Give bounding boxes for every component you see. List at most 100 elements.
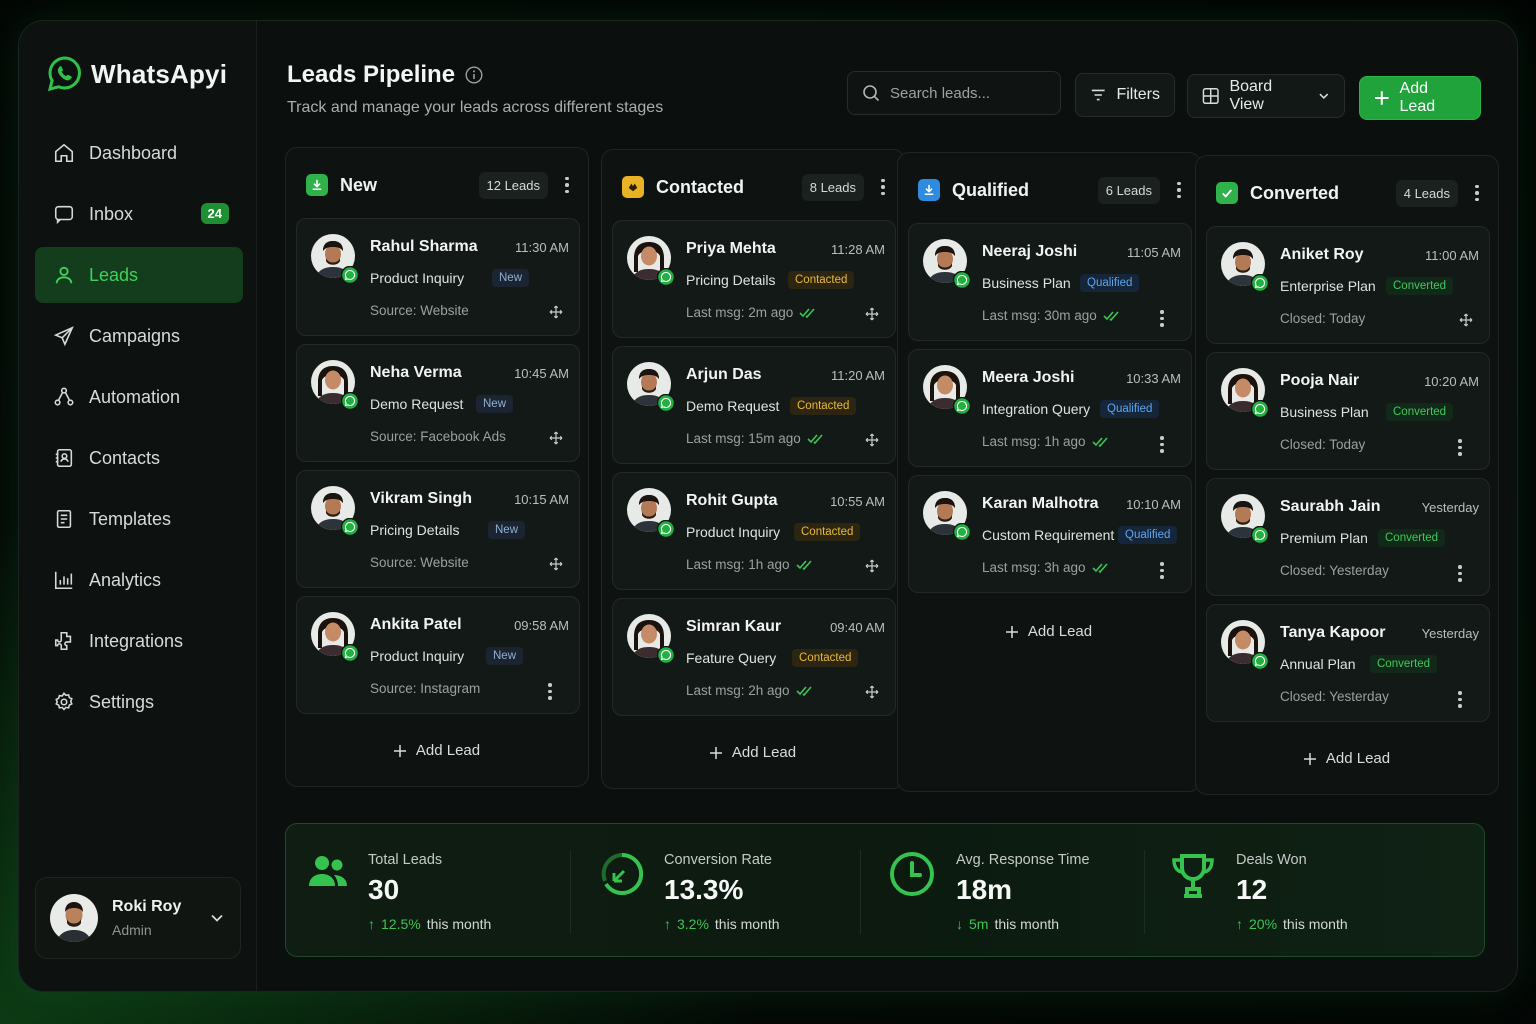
search-input[interactable]: [890, 84, 1040, 102]
user-profile-card[interactable]: Roki Roy Admin: [35, 877, 241, 959]
kebab-menu-icon[interactable]: [876, 178, 890, 196]
whatsapp-icon: [1251, 526, 1269, 544]
card-menu-icon[interactable]: [1453, 691, 1467, 708]
search-box[interactable]: [847, 71, 1061, 115]
whatsapp-icon: [341, 392, 359, 410]
stat-delta-suffix: this month: [1283, 916, 1348, 932]
filters-button[interactable]: Filters: [1075, 73, 1175, 117]
stat-delta: ↑ 12.5% this month: [368, 916, 491, 932]
kebab-menu-icon[interactable]: [560, 176, 574, 194]
lead-card[interactable]: Neha Verma 10:45 AM Demo Request New Sou…: [296, 344, 580, 462]
arrow-up-icon: ↑: [368, 916, 375, 932]
sidebar-item-integrations[interactable]: Integrations: [35, 613, 243, 669]
sidebar-item-contacts[interactable]: Contacts: [35, 430, 243, 486]
lead-footer: Last msg: 15m ago: [686, 431, 825, 446]
lead-footer-text: Last msg: 2h ago: [686, 683, 790, 698]
add-lead-link-label: Add Lead: [415, 742, 481, 759]
stat-delta-suffix: this month: [714, 916, 780, 932]
status-badge: Qualified: [1080, 274, 1140, 292]
whatsapp-icon: [1251, 274, 1269, 292]
stat-delta-suffix: this month: [426, 916, 492, 932]
logo[interactable]: WhatsApyi: [47, 55, 227, 93]
lead-card[interactable]: Priya Mehta 11:28 AM Pricing Details Con…: [612, 220, 896, 338]
lead-card[interactable]: Aniket Roy 11:00 AM Enterprise Plan Conv…: [1206, 226, 1490, 344]
lead-card[interactable]: Ankita Patel 09:58 AM Product Inquiry Ne…: [296, 596, 580, 714]
card-menu-icon[interactable]: [1155, 436, 1169, 453]
stat-label: Avg. Response Time: [956, 852, 1090, 868]
column-stage-icon: [1216, 182, 1238, 204]
chevron-down-icon[interactable]: [210, 911, 224, 925]
lead-card[interactable]: Karan Malhotra 10:10 AM Custom Requireme…: [908, 475, 1192, 593]
sidebar-item-templates[interactable]: Templates: [35, 491, 243, 547]
lead-card[interactable]: Simran Kaur 09:40 AM Feature Query Conta…: [612, 598, 896, 716]
card-menu-icon[interactable]: [1155, 310, 1169, 327]
drag-handle-icon[interactable]: [549, 305, 563, 319]
sidebar-item-settings[interactable]: Settings: [35, 674, 243, 730]
lead-footer: Source: Website: [370, 555, 469, 570]
lead-card[interactable]: Rohit Gupta 10:55 AM Product Inquiry Con…: [612, 472, 896, 590]
sidebar-item-label: Integrations: [89, 630, 184, 651]
sidebar-item-automation[interactable]: Automation: [35, 369, 243, 425]
add-lead-link[interactable]: Add Lead: [1196, 750, 1498, 767]
main-content: Leads Pipeline Track and manage your lea…: [257, 21, 1517, 991]
add-lead-link[interactable]: Add Lead: [286, 742, 588, 759]
drag-handle-icon[interactable]: [549, 557, 563, 571]
lead-card[interactable]: Pooja Nair 10:20 AM Business Plan Conver…: [1206, 352, 1490, 470]
lead-time: 10:15 AM: [514, 492, 569, 507]
lead-card[interactable]: Meera Joshi 10:33 AM Integration Query Q…: [908, 349, 1192, 467]
stat-value: 13.3%: [664, 874, 744, 905]
kebab-menu-icon[interactable]: [1172, 181, 1186, 199]
lead-card[interactable]: Rahul Sharma 11:30 AM Product Inquiry Ne…: [296, 218, 580, 336]
plus-icon: [1374, 91, 1389, 105]
stat-value: 30: [368, 874, 400, 905]
whatsapp-icon: [657, 646, 675, 664]
sidebar-item-dashboard[interactable]: Dashboard: [35, 125, 243, 181]
stat-delta-value: 12.5%: [381, 916, 421, 932]
add-lead-link[interactable]: Add Lead: [898, 623, 1200, 640]
lead-topic: Feature Query: [686, 650, 777, 666]
lead-card[interactable]: Saurabh Jain Yesterday Premium Plan Conv…: [1206, 478, 1490, 596]
column-title: Converted: [1250, 182, 1340, 203]
lead-name: Rohit Gupta: [686, 492, 778, 509]
kebab-menu-icon[interactable]: [1470, 184, 1484, 202]
card-menu-icon[interactable]: [543, 683, 557, 700]
stat-delta-value: 20%: [1249, 916, 1278, 932]
automation-icon: [54, 387, 74, 406]
add-lead-button[interactable]: Add Lead: [1359, 76, 1481, 120]
drag-handle-icon[interactable]: [549, 431, 563, 445]
lead-card[interactable]: Tanya Kapoor Yesterday Annual Plan Conve…: [1206, 604, 1490, 722]
info-icon[interactable]: [465, 66, 483, 84]
status-badge: New: [492, 269, 530, 287]
card-menu-icon[interactable]: [1155, 562, 1169, 579]
status-badge: Contacted: [792, 649, 859, 667]
drag-handle-icon[interactable]: [1459, 313, 1473, 327]
lead-card[interactable]: Neeraj Joshi 11:05 AM Business Plan Qual…: [908, 223, 1192, 341]
page-subtitle: Track and manage your leads across diffe…: [287, 99, 664, 116]
sidebar-item-analytics[interactable]: Analytics: [35, 552, 243, 608]
card-menu-icon[interactable]: [1453, 439, 1467, 456]
lead-time: 09:58 AM: [514, 618, 569, 633]
drag-handle-icon[interactable]: [865, 307, 879, 321]
sidebar-item-leads[interactable]: Leads: [35, 247, 243, 303]
drag-handle-icon[interactable]: [865, 433, 879, 447]
card-menu-icon[interactable]: [1453, 565, 1467, 582]
lead-card[interactable]: Arjun Das 11:20 AM Demo Request Contacte…: [612, 346, 896, 464]
drag-handle-icon[interactable]: [865, 685, 879, 699]
lead-topic: Integration Query: [982, 401, 1091, 417]
lead-footer-text: Last msg: 1h ago: [982, 434, 1086, 449]
lead-card[interactable]: Vikram Singh 10:15 AM Pricing Details Ne…: [296, 470, 580, 588]
avatar: [627, 614, 671, 658]
send-icon: [53, 326, 74, 347]
trophy-icon: [1172, 854, 1214, 898]
column-lead-count: 12 Leads: [478, 171, 548, 199]
lead-footer: Last msg: 30m ago: [982, 308, 1121, 323]
board-view-dropdown[interactable]: Board View: [1187, 74, 1345, 118]
sidebar-item-campaigns[interactable]: Campaigns: [35, 308, 243, 364]
double-check-icon: [799, 307, 815, 318]
whatsapp-icon: [657, 394, 675, 412]
drag-handle-icon[interactable]: [865, 559, 879, 573]
double-check-icon: [796, 685, 812, 696]
stat-delta: ↑ 20% this month: [1236, 916, 1348, 932]
sidebar-item-inbox[interactable]: Inbox 24: [35, 186, 243, 242]
add-lead-link[interactable]: Add Lead: [602, 744, 904, 761]
